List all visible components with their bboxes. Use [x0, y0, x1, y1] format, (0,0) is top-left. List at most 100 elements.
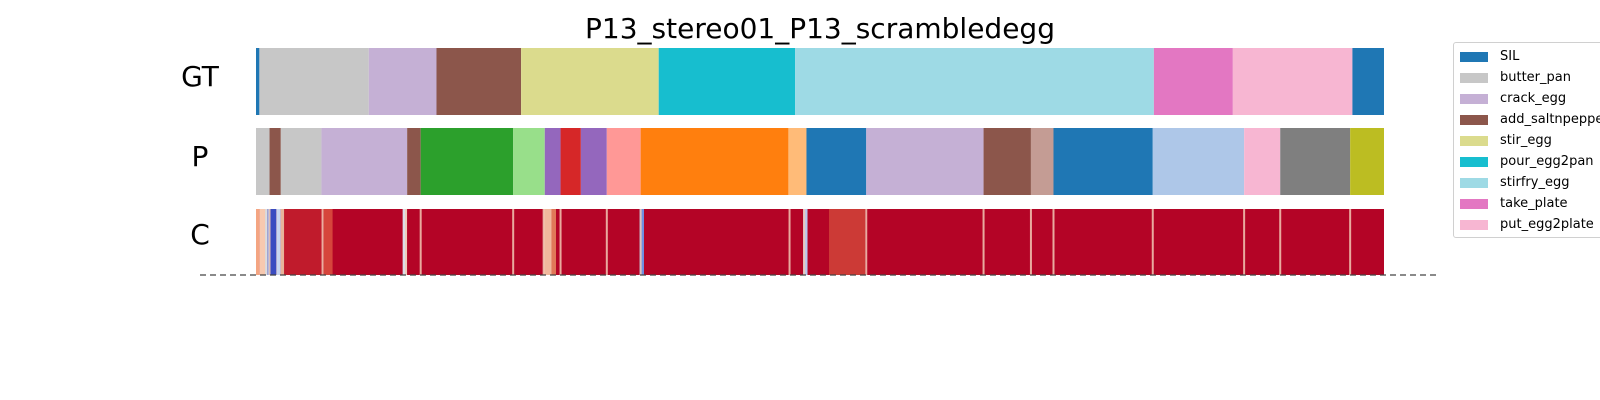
legend-item: butter_pan: [1460, 67, 1571, 88]
confidence-segment: [407, 209, 544, 275]
confidence-boundary-mark: [405, 209, 408, 275]
prediction-segment: [407, 128, 421, 195]
gt-segment: [795, 48, 1154, 115]
prediction-segment: [560, 128, 581, 195]
gt-segment: [1352, 48, 1384, 115]
confidence-segment: [639, 209, 645, 275]
confidence-boundary-mark: [321, 209, 324, 275]
confidence-boundary-mark: [512, 209, 515, 275]
confidence-segment: [276, 209, 281, 275]
legend-label: add_saltnpepper: [1500, 112, 1600, 127]
legend-item: stirfry_egg: [1460, 172, 1569, 193]
confidence-segment: [280, 209, 285, 275]
gt-segment: [521, 48, 659, 115]
prediction-segment: [513, 128, 545, 195]
legend-label: take_plate: [1500, 196, 1568, 211]
gt-segment: [368, 48, 437, 115]
chart-title: P13_stereo01_P13_scrambledegg: [585, 12, 1055, 45]
confidence-segment: [829, 209, 866, 275]
confidence-segment: [265, 209, 268, 275]
prediction-segment: [321, 128, 408, 195]
confidence-boundary-mark: [803, 209, 806, 275]
prediction-segment: [1350, 128, 1384, 195]
confidence-segment: [323, 209, 333, 275]
prediction-segment: [1053, 128, 1153, 195]
confidence-boundary-mark: [268, 209, 271, 275]
prediction-segment: [580, 128, 607, 195]
legend-label: stirfry_egg: [1500, 175, 1570, 190]
prediction-segment: [640, 128, 789, 195]
prediction-segment: [256, 128, 270, 195]
confidence-segment: [556, 209, 640, 275]
confidence-boundary-mark: [605, 209, 608, 275]
legend-swatch: [1460, 51, 1488, 62]
prediction-segment: [806, 128, 867, 195]
confidence-boundary-mark: [982, 209, 985, 275]
gt-segment: [256, 48, 260, 115]
confidence-strip: [256, 209, 1384, 275]
prediction-segment: [983, 128, 1031, 195]
prediction-segment: [1152, 128, 1245, 195]
legend-label: butter_pan: [1500, 70, 1571, 85]
confidence-boundary-mark: [542, 209, 545, 275]
confidence-segment: [259, 209, 266, 275]
row-label-p: P: [191, 140, 209, 173]
legend-item: add_saltnpepper: [1460, 109, 1600, 130]
gt-segment: [1153, 48, 1233, 115]
legend-swatch: [1460, 114, 1488, 125]
gt-segment: [1232, 48, 1353, 115]
legend-label: put_egg2plate: [1500, 217, 1594, 232]
legend-item: stir_egg: [1460, 130, 1552, 151]
confidence-boundary-mark: [1029, 209, 1032, 275]
prediction-segment: [544, 128, 561, 195]
legend-item: SIL: [1460, 46, 1519, 67]
confidence-boundary-mark: [788, 209, 791, 275]
segmentation-plot: [200, 48, 1440, 276]
confidence-segment: [644, 209, 804, 275]
confidence-boundary-mark: [1279, 209, 1282, 275]
prediction-segment: [1280, 128, 1351, 195]
row-label-c: C: [190, 218, 210, 251]
confidence-boundary-mark: [1243, 209, 1246, 275]
gt-segment: [259, 48, 369, 115]
row-label-gt: GT: [181, 60, 219, 93]
prediction-segment: [606, 128, 641, 195]
legend-swatch: [1460, 219, 1488, 230]
confidence-boundary-mark: [865, 209, 868, 275]
legend-label: stir_egg: [1500, 133, 1552, 148]
legend-item: crack_egg: [1460, 88, 1566, 109]
prediction-segment: [1244, 128, 1281, 195]
confidence-boundary-mark: [419, 209, 422, 275]
confidence-segment: [256, 209, 260, 275]
legend-label: pour_egg2pan: [1500, 154, 1594, 169]
confidence-boundary-mark: [559, 209, 562, 275]
prediction-strip: [256, 128, 1384, 195]
confidence-segment: [402, 209, 408, 275]
prediction-segment: [269, 128, 281, 195]
prediction-segment: [788, 128, 807, 195]
confidence-segment: [865, 209, 1384, 275]
prediction-segment: [280, 128, 322, 195]
legend-swatch: [1460, 198, 1488, 209]
legend-label: SIL: [1500, 49, 1520, 64]
confidence-segment: [269, 209, 277, 275]
legend-item: take_plate: [1460, 193, 1568, 214]
confidence-segment: [332, 209, 403, 275]
confidence-segment: [267, 209, 270, 275]
confidence-segment: [543, 209, 552, 275]
confidence-segment: [284, 209, 324, 275]
prediction-segment: [1030, 128, 1054, 195]
prediction-segment: [420, 128, 514, 195]
gt-segment: [436, 48, 522, 115]
confidence-segment: [807, 209, 830, 275]
legend-item: put_egg2plate: [1460, 214, 1594, 235]
confidence-boundary-mark: [639, 209, 642, 275]
confidence-boundary-mark: [1052, 209, 1055, 275]
legend-label: crack_egg: [1500, 91, 1567, 106]
confidence-boundary-mark: [1151, 209, 1154, 275]
confidence-segment: [803, 209, 808, 275]
legend-swatch: [1460, 156, 1488, 167]
legend-swatch: [1460, 135, 1488, 146]
legend-swatch: [1460, 72, 1488, 83]
